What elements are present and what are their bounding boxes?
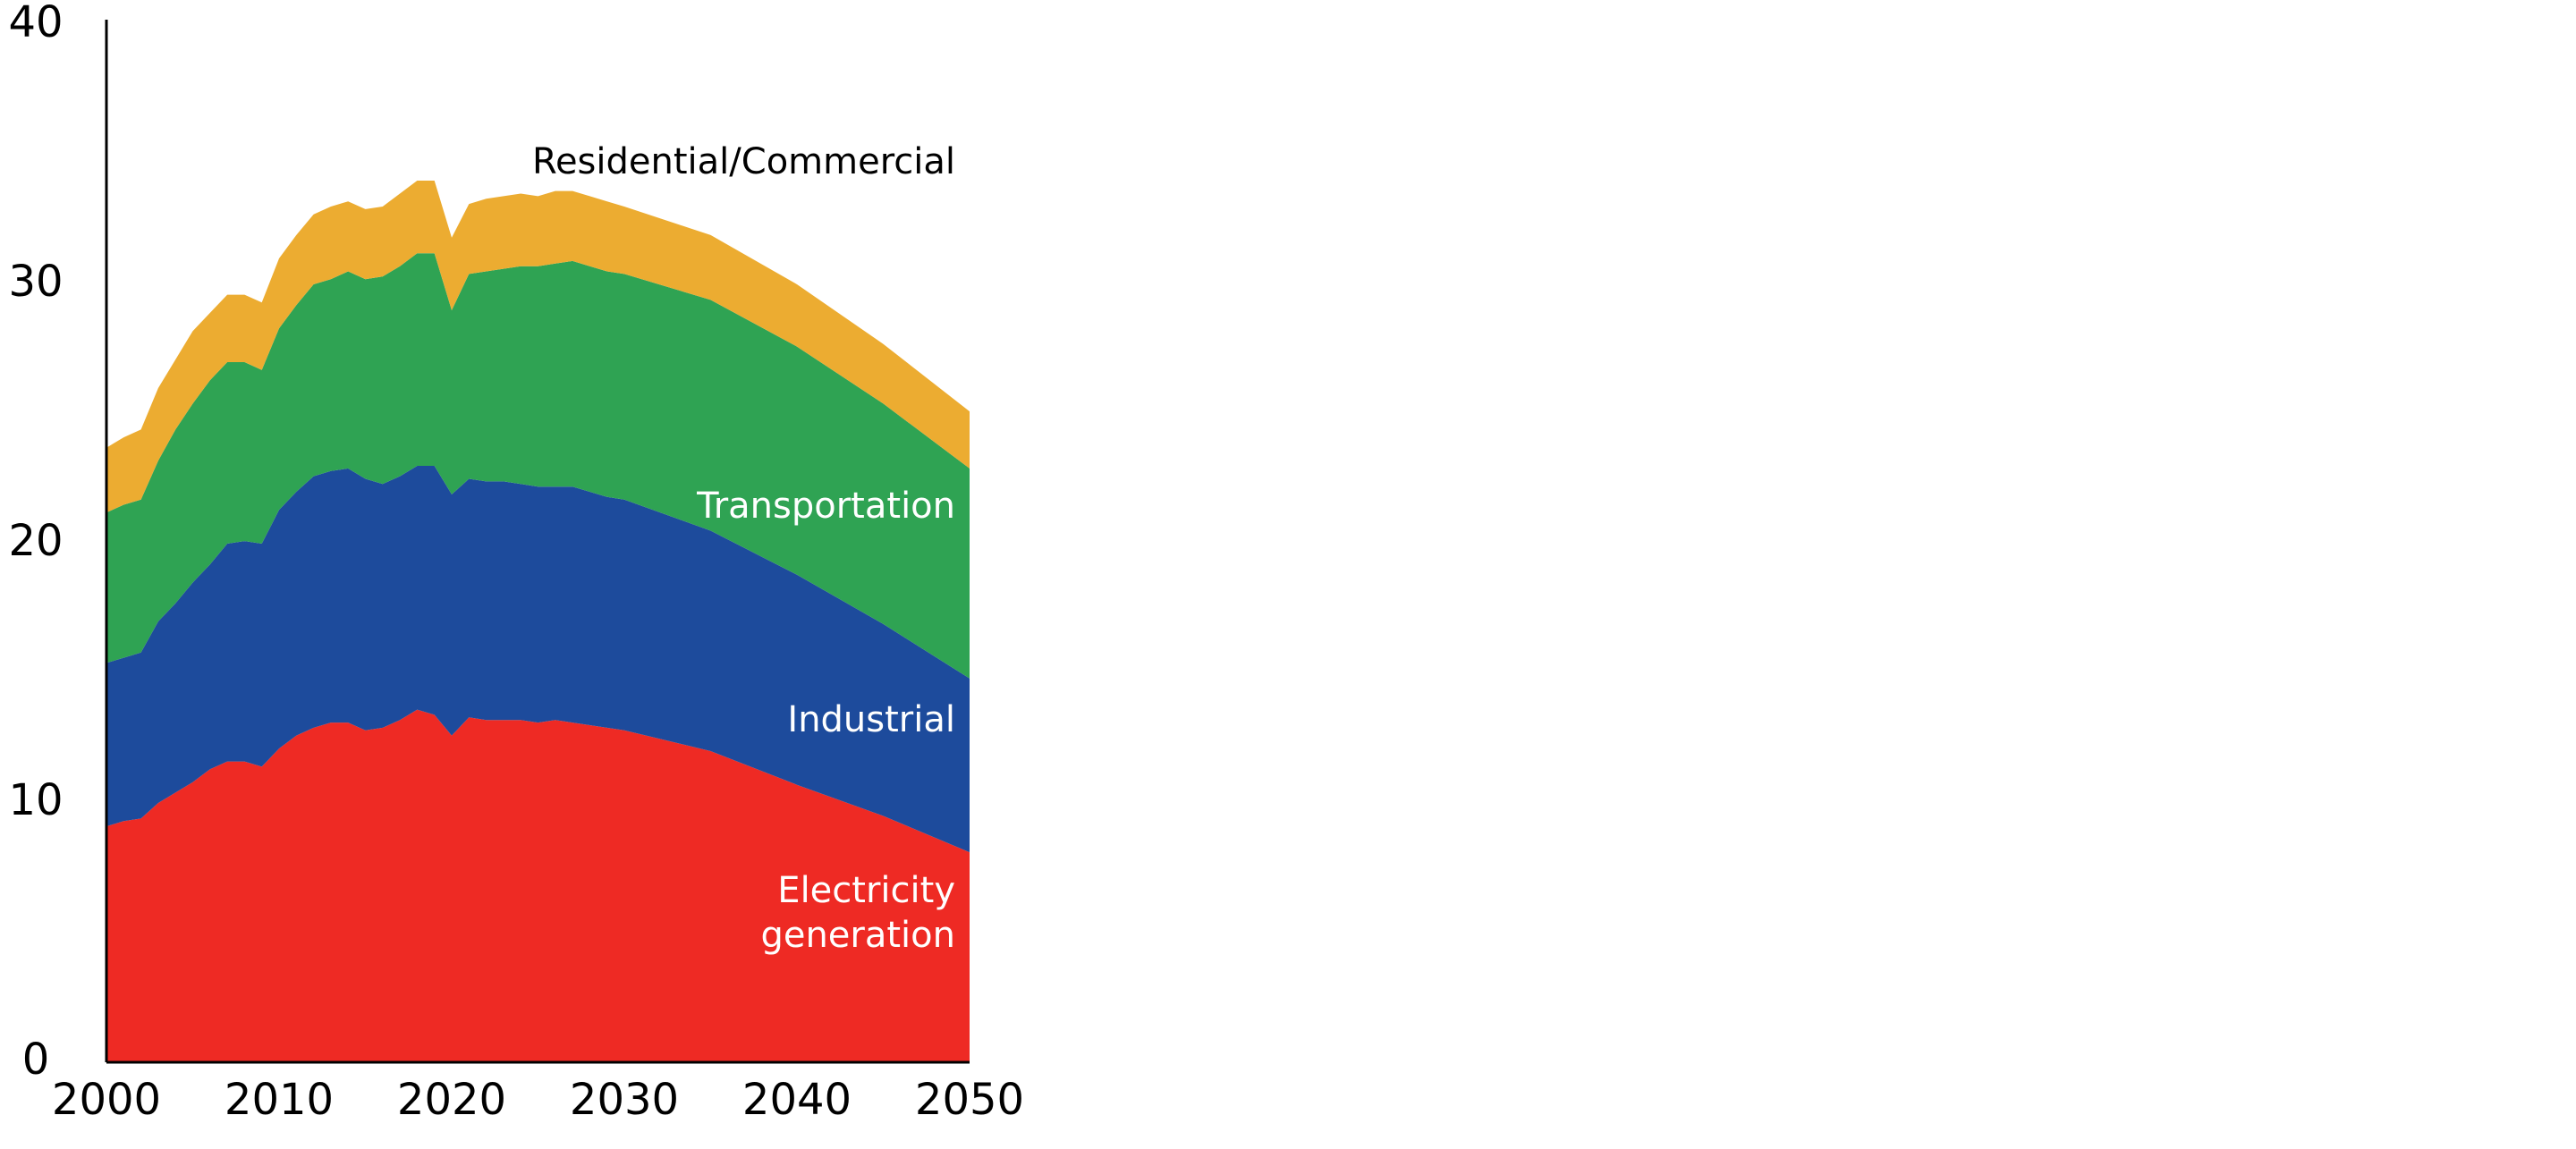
series-label-transportation: Transportation <box>696 486 955 527</box>
area-electricity-generation <box>106 709 970 1062</box>
y-tick-label: 40 <box>8 0 63 47</box>
series-label-electricity-generation: Electricity <box>777 870 955 911</box>
axes-layer <box>105 20 970 1064</box>
area-residential-commercial <box>106 181 970 513</box>
y-tick-label: 0 <box>22 1035 50 1085</box>
series-label-electricity-generation: generation <box>760 915 955 956</box>
x-tick-label: 2000 <box>52 1075 161 1125</box>
x-tick-label: 2010 <box>225 1075 334 1125</box>
area-industrial <box>106 466 970 853</box>
y-tick-label: 10 <box>8 775 63 825</box>
area-transportation <box>106 253 970 679</box>
series-label-industrial: Industrial <box>787 699 955 740</box>
x-tick-label: 2040 <box>742 1075 852 1125</box>
series-label-residential-commercial: Residential/Commercial <box>532 141 955 182</box>
x-tick-label: 2020 <box>397 1075 506 1125</box>
areas-layer <box>106 181 970 1062</box>
y-tick-label: 30 <box>8 257 63 307</box>
y-tick-label: 20 <box>8 516 63 566</box>
x-tick-label: 2030 <box>570 1075 679 1125</box>
x-tick-label: 2050 <box>915 1075 1024 1125</box>
